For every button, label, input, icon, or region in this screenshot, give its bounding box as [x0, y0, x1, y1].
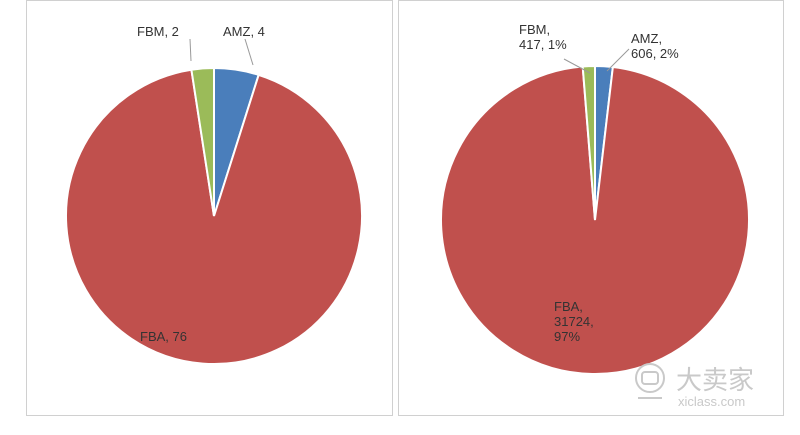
left-chart-panel: FBM, 2 AMZ, 4 FBA, 76: [26, 0, 393, 416]
watermark-logo-text: 大卖家: [676, 365, 755, 395]
watermark-logo-icon: [635, 363, 665, 399]
right-data-label-1: AMZ, 606, 2%: [631, 31, 679, 61]
left-leader-line-0: [189, 38, 192, 62]
left-leader-line-1: [244, 38, 254, 66]
right-pie-slice-fba: [440, 65, 750, 375]
right-data-label-2: FBA, 31724, 97%: [554, 299, 594, 344]
right-pie-slice-fbm: [581, 64, 596, 221]
right-pie-chart: FBM, 417, 1% AMZ, 606, 2% FBA, 31724, 97%: [440, 22, 750, 375]
right-chart-panel: FBM, 417, 1% AMZ, 606, 2% FBA, 31724, 97%: [398, 0, 784, 416]
left-pie-chart: FBM, 2 AMZ, 4 FBA, 76: [65, 24, 363, 365]
watermark-site: xiclass.com: [678, 394, 746, 409]
right-data-label-0: FBM, 417, 1%: [519, 22, 567, 52]
left-pie-slice-fba: [65, 68, 363, 365]
left-data-label-0: FBM, 2: [137, 24, 179, 39]
right-leader-line-0: [563, 58, 591, 74]
left-pie-slice-fbm: [190, 66, 215, 217]
left-data-label-2: FBA, 76: [140, 329, 187, 344]
right-leader-line-1: [606, 48, 630, 72]
watermark: 大卖家 xiclass.com: [632, 356, 772, 412]
left-data-label-1: AMZ, 4: [223, 24, 265, 39]
